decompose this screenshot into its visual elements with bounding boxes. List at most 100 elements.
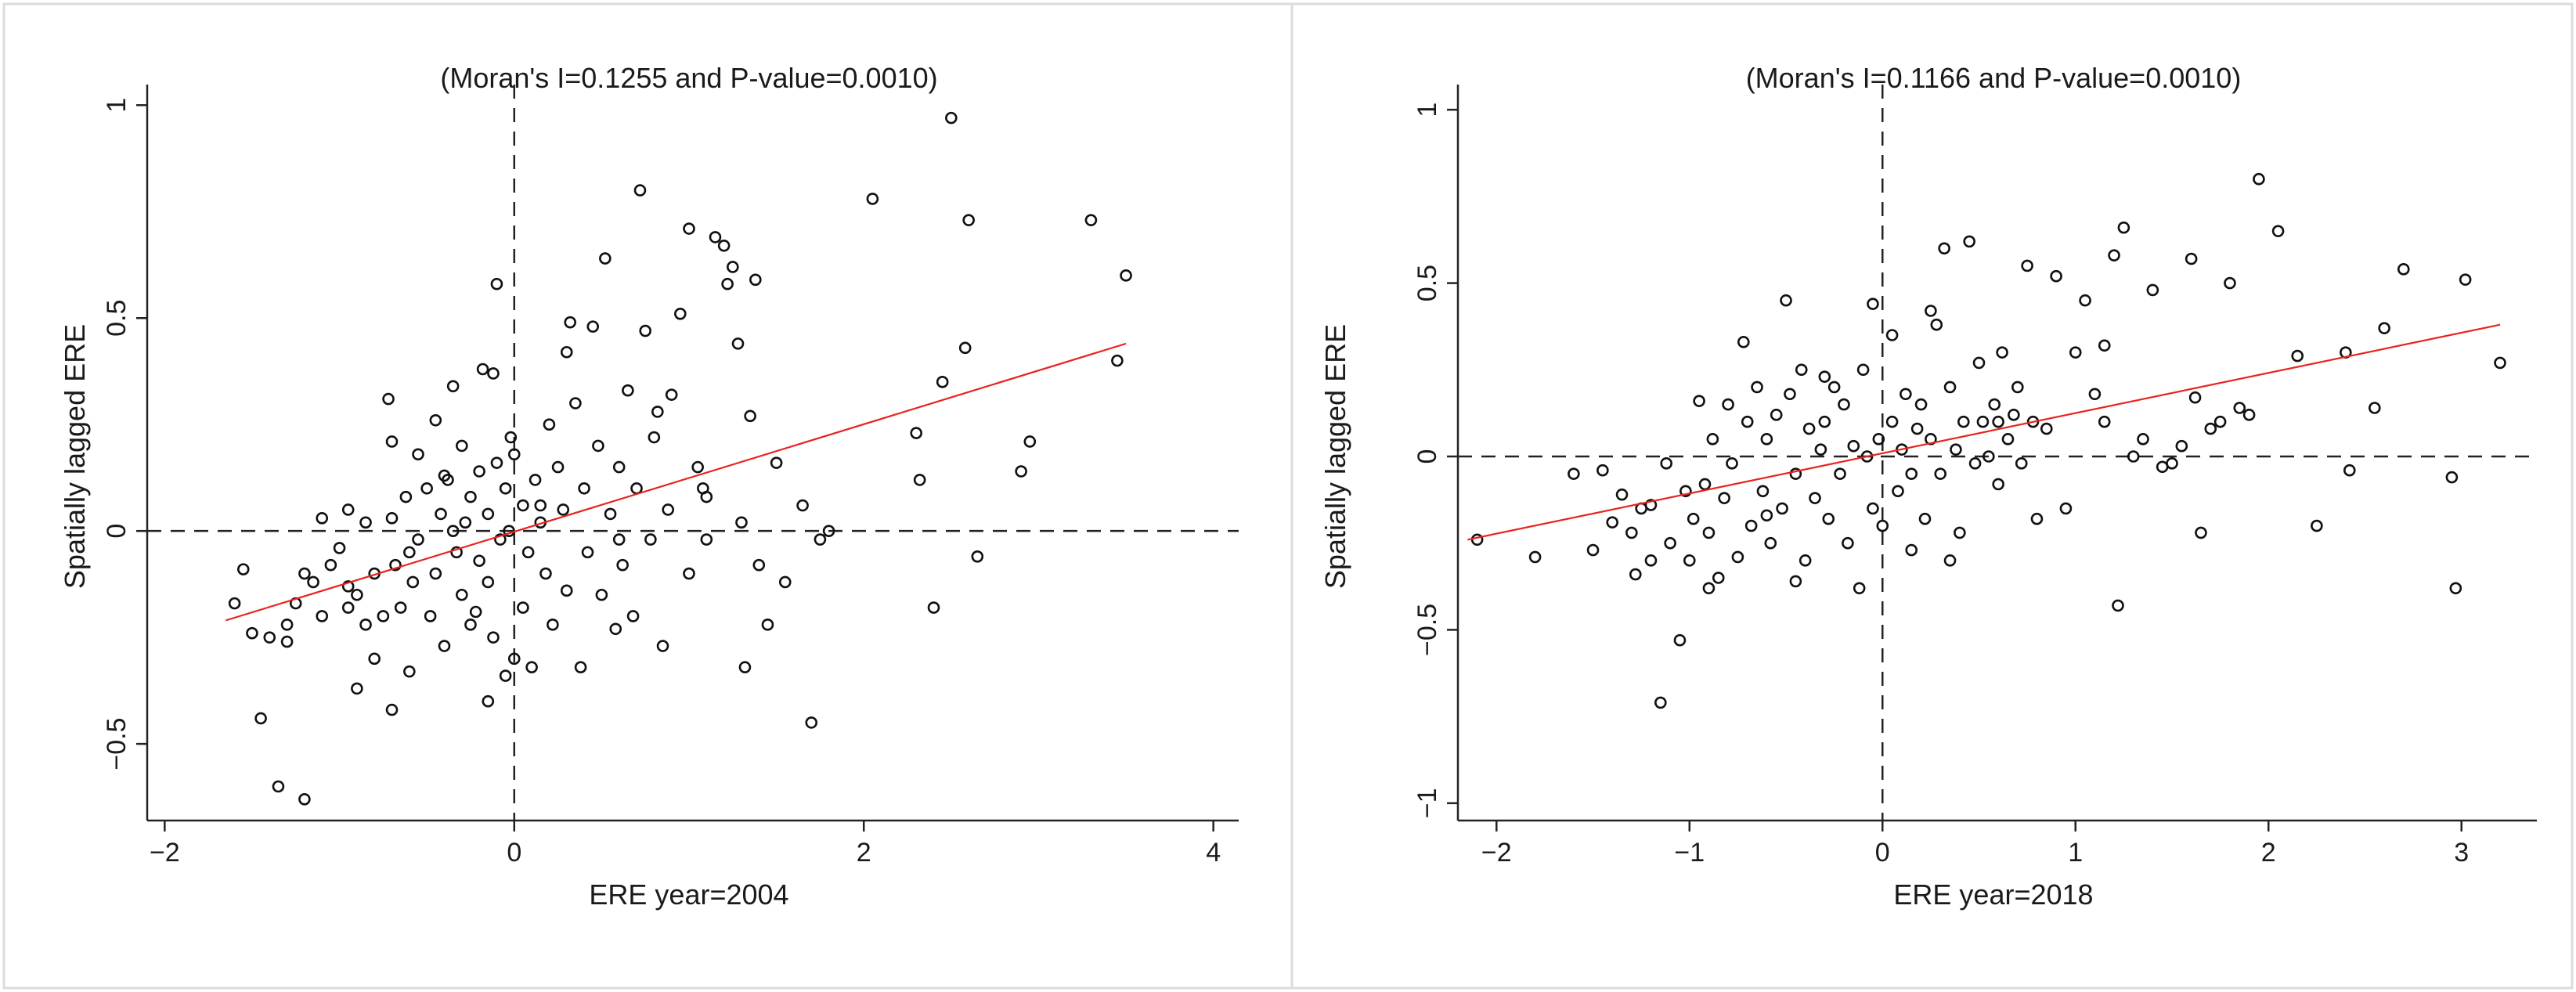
scatter-point — [749, 273, 762, 287]
scatter-point — [1760, 509, 1773, 522]
scatter-point — [551, 460, 565, 474]
scatter-point — [517, 601, 529, 614]
scatter-point — [2175, 439, 2188, 453]
scatter-point — [612, 460, 626, 474]
scatter-point — [604, 507, 617, 521]
scatter-point — [1818, 370, 1831, 383]
y-tick-label: 0 — [102, 524, 132, 539]
scatter-point — [560, 345, 573, 359]
scatter-point — [351, 682, 363, 695]
scatter-point — [1629, 568, 1642, 581]
scatter-point — [2001, 433, 2015, 445]
scatter-point — [700, 490, 713, 503]
scatter-point — [778, 575, 792, 589]
scatter-point — [958, 341, 972, 355]
scatter-point — [406, 575, 420, 589]
scatter-point — [469, 605, 482, 619]
y-tick-label: 0.5 — [1412, 265, 1442, 301]
scatter-point — [389, 558, 402, 572]
scatter-point — [351, 588, 363, 601]
scatter-point — [476, 363, 489, 376]
regression-fit-line — [225, 342, 1127, 622]
scatter-point — [616, 558, 629, 572]
scatter-point — [586, 320, 600, 333]
scatter-point — [622, 384, 634, 397]
scatter-point — [1910, 422, 1924, 435]
scatter-point — [1838, 398, 1850, 411]
scatter-point — [822, 525, 835, 537]
scatter-point — [560, 584, 573, 597]
scatter-point — [499, 669, 512, 682]
x-tick-label: −1 — [1674, 838, 1705, 868]
scatter-point — [456, 439, 468, 453]
scatter-point — [429, 567, 442, 580]
scatter-point — [2449, 582, 2462, 595]
scatter-point — [333, 542, 346, 554]
scatter-point — [2059, 502, 2073, 515]
scatter-point — [490, 456, 503, 469]
scatter-point — [1814, 443, 1827, 456]
scatter-point — [420, 482, 433, 495]
scatter-point — [1784, 388, 1796, 401]
scatter-point — [494, 533, 507, 546]
scatter-point — [236, 563, 250, 575]
scatter-point — [2079, 294, 2091, 307]
scatter-point — [435, 507, 447, 521]
scatter-point — [382, 392, 395, 406]
x-tick-label: −2 — [150, 838, 180, 868]
scatter-point — [2088, 388, 2102, 401]
scatter-point — [459, 516, 472, 529]
panel-2-frame — [1290, 2, 2574, 990]
scatter-point — [1712, 572, 1725, 584]
scatter-point — [534, 499, 547, 512]
y-axis-label: Spatially lagged ERE — [1319, 324, 1351, 589]
scatter-point — [359, 516, 372, 529]
scatter-point — [1918, 512, 1932, 525]
scatter-point — [254, 712, 267, 725]
scatter-point — [547, 619, 559, 631]
scatter-point — [341, 503, 355, 516]
scatter-point — [1925, 433, 1937, 445]
panel-1-frame — [2, 2, 1293, 990]
scatter-point — [683, 222, 695, 235]
scatter-point — [927, 601, 940, 614]
scatter-point — [770, 456, 783, 469]
scatter-point — [1568, 467, 1580, 480]
scatter-point — [971, 550, 984, 563]
scatter-point — [1644, 499, 1658, 511]
scatter-point — [648, 431, 661, 444]
scatter-point — [424, 610, 437, 622]
scatter-point — [2015, 457, 2028, 470]
scatter-point — [1756, 485, 1770, 498]
scatter-point — [2445, 471, 2459, 484]
scatter-point — [456, 588, 468, 601]
scatter-point — [1822, 512, 1835, 525]
scatter-point — [2011, 381, 2024, 394]
scatter-point — [1644, 554, 1658, 567]
scatter-point — [2021, 259, 2033, 272]
scatter-point — [662, 503, 675, 516]
scatter-point — [307, 575, 319, 589]
scatter-point — [738, 661, 752, 674]
scatter-point — [2343, 464, 2356, 477]
x-axis-label: ERE year=2018 — [1893, 878, 2093, 911]
scatter-point — [543, 418, 556, 431]
scatter-point — [2204, 422, 2217, 435]
x-tick-label: 0 — [507, 838, 521, 868]
scatter-point — [1120, 269, 1132, 282]
scatter-point — [581, 546, 594, 559]
scatter-point — [644, 533, 657, 546]
scatter-point — [394, 601, 407, 614]
scatter-point — [341, 580, 355, 593]
scatter-point — [709, 231, 722, 243]
y-tick-label: −1 — [1412, 788, 1442, 818]
scatter-point — [464, 490, 477, 503]
scatter-point — [1726, 457, 1738, 470]
scatter-point — [866, 193, 879, 205]
scatter-point — [446, 380, 460, 393]
scatter-point — [298, 567, 311, 580]
scatter-point — [403, 665, 416, 678]
scatter-point — [1084, 214, 1098, 226]
scatter-point — [2117, 221, 2130, 234]
scatter-point — [2108, 249, 2120, 262]
